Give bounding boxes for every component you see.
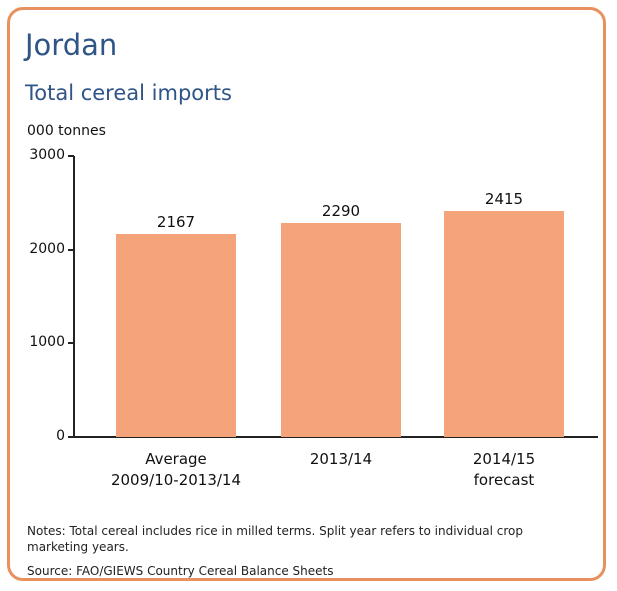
bar-value-label: 2167: [156, 213, 196, 232]
y-tick-label: 2000: [29, 240, 65, 257]
bar-3: [444, 210, 564, 437]
y-tick-label: 1000: [29, 334, 65, 351]
x-category-label-line: forecast: [473, 471, 535, 489]
y-axis-line: [73, 156, 75, 438]
y-tick-mark: [68, 248, 74, 251]
bar-value-label: 2415: [484, 189, 524, 208]
y-axis-unit-label: 000 tonnes: [27, 123, 106, 139]
y-tick-mark: [68, 155, 74, 157]
chart-subtitle: Total cereal imports: [25, 81, 232, 105]
y-tick-mark: [68, 342, 74, 345]
x-category-label-line: 2009/10-2013/14: [110, 471, 242, 489]
x-category-label: 2014/15 forecast: [419, 449, 589, 491]
x-category-label-line: Average: [145, 450, 207, 468]
x-category-label-line: 2014/15: [472, 450, 536, 468]
chart-source: Source: FAO/GIEWS Country Cereal Balance…: [27, 564, 334, 578]
x-category-label: Average 2009/10-2013/14: [91, 449, 261, 491]
x-category-label-line: 2013/14: [309, 450, 373, 468]
y-tick-label: 0: [56, 428, 65, 444]
bar-2: [281, 222, 401, 437]
x-category-label: 2013/14: [256, 449, 426, 470]
x-axis-line: [68, 436, 598, 438]
y-tick-label: 3000: [29, 147, 65, 163]
y-tick-mark: [68, 436, 74, 438]
chart-notes: Notes: Total cereal includes rice in mil…: [27, 524, 523, 554]
chart-title: Jordan: [25, 28, 118, 62]
bar-1: [116, 234, 236, 437]
bar-value-label: 2290: [321, 201, 361, 220]
